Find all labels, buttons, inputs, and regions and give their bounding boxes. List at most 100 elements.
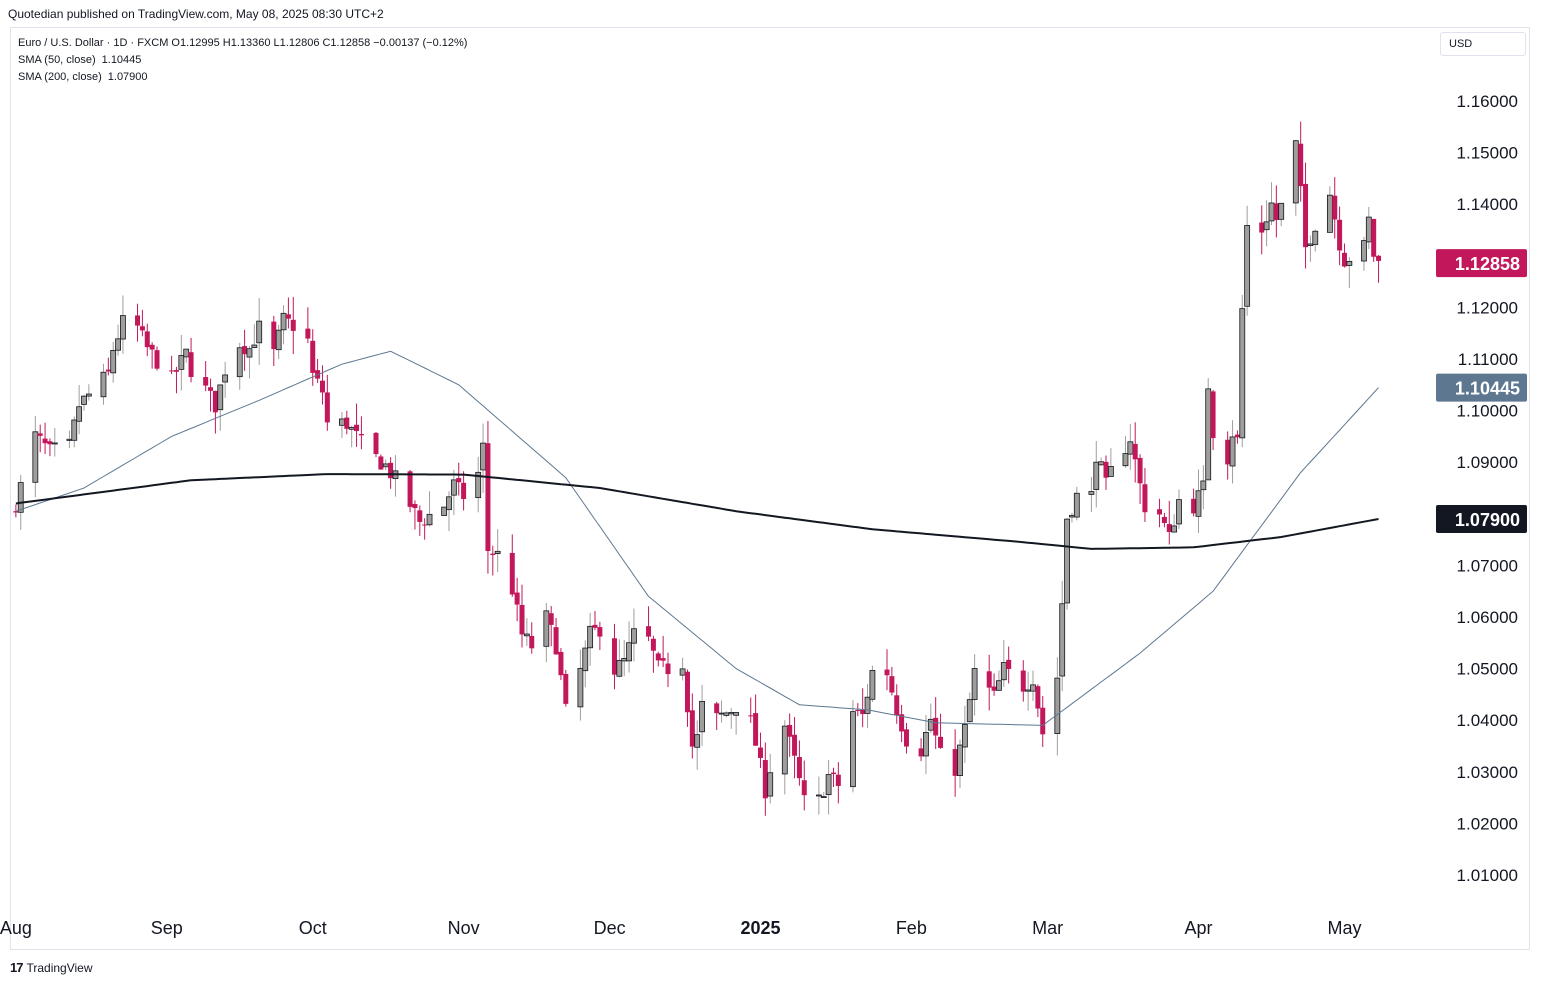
candle-body [378,456,384,470]
candle-body [523,633,530,637]
candle-body [850,711,856,788]
candle-body [42,438,48,444]
candle-body [952,749,958,776]
candle-body [529,635,535,649]
candle-body [1292,140,1299,204]
candle-body [310,340,316,373]
candle-body [242,346,248,355]
candle-body [855,709,861,711]
candle-body [933,717,939,736]
candle-body [1137,457,1143,484]
candle-body [820,796,827,798]
candle-body [621,658,628,662]
candle-body [271,321,277,350]
x-tick-label: May [1327,918,1361,938]
candle-body [1122,453,1129,467]
candle-body [37,433,43,436]
candle-body [815,794,822,797]
candle-body [17,482,24,513]
candle-body [1040,707,1046,735]
tradingview-logo-icon: 17 [10,960,24,975]
candle-body [991,686,997,691]
candle-body [51,442,58,445]
candle-body [412,503,418,508]
candle-body [76,406,83,422]
candle-body [899,714,905,732]
y-tick-label: 1.07000 [1457,556,1518,575]
candle-body [1268,202,1275,222]
candle-body [422,524,428,526]
candle-body [801,780,807,796]
candle-body [860,710,866,715]
candle-body [275,329,282,351]
candle-body [358,434,364,436]
candle-body [494,550,501,554]
candle-body [1166,524,1172,532]
candle-body [728,712,735,715]
candle-body [1098,461,1105,466]
candle-body [830,772,836,774]
candle-body [1259,222,1265,233]
candle-body [305,328,311,339]
x-tick-label: Feb [896,918,927,938]
candle-body [446,496,452,511]
candle-body [971,668,978,700]
y-tick-label: 1.09000 [1457,453,1518,472]
y-tick-label: 1.01000 [1457,866,1518,885]
candle-body [280,312,287,331]
candle-body [655,653,661,661]
candle-body [81,395,87,405]
candle-body [1073,492,1080,518]
candle-body [490,553,496,556]
candle-body [1088,491,1095,495]
candle-body [1332,195,1338,220]
candle-body [1064,518,1070,604]
last-price-tag: 1.12858 [1455,254,1520,274]
candle-body [796,757,802,779]
x-tick-label: Dec [594,918,626,938]
candle-body [1006,659,1012,669]
candle-body [441,506,448,516]
candle-body [100,371,107,398]
candle-body [382,463,389,468]
candle-body [456,478,462,483]
candle-body [631,628,637,644]
candle-body [1205,388,1212,481]
candle-body [592,624,598,628]
chart-legend: Euro / U.S. Dollar · 1D · FXCM O1.12995 … [18,35,467,86]
y-tick-label: 1.03000 [1457,763,1518,782]
candle-body [714,703,720,714]
candle-body [1103,461,1109,478]
candle-body [475,471,482,499]
candle-body [120,315,126,340]
candle-body [626,642,632,662]
candle-body [966,699,973,723]
sma50-price-tag-bg [1436,373,1527,402]
candle-body [792,734,798,756]
candle-body [154,350,160,369]
sma200-price-tag-bg [1436,504,1527,533]
x-tick-label: Nov [448,918,480,938]
candle-body [1361,240,1367,262]
candle-body [169,370,175,372]
candle-body [864,696,871,714]
candle-body [110,349,117,374]
candle-body [1161,516,1167,524]
x-tick-label: 2025 [740,918,780,938]
candle-body [923,732,929,757]
candle-body [217,384,224,411]
currency-selector[interactable]: USD [1440,32,1526,56]
candle-body [679,668,686,676]
y-tick-label: 1.14000 [1457,195,1518,214]
candle-body [1142,484,1148,513]
sma50-line [15,350,1379,726]
candle-body [285,314,291,319]
candle-body [1171,525,1178,533]
candle-body [646,626,652,637]
x-tick-label: Sep [151,918,183,938]
candle-body [236,347,243,378]
candle-body [203,377,209,386]
candle-body [762,760,768,799]
candle-body [835,774,841,786]
